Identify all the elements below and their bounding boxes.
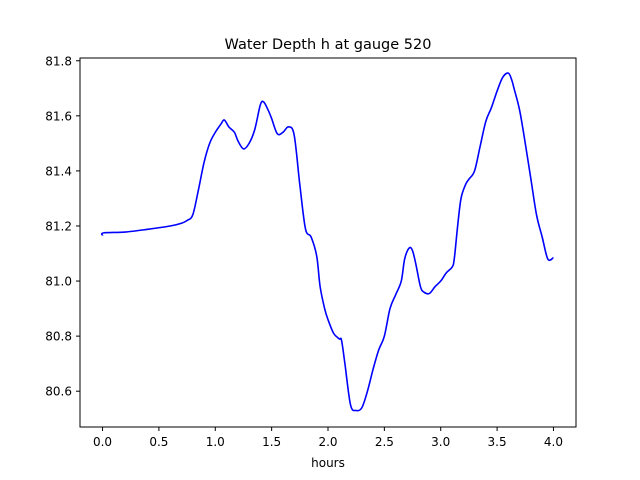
x-tick-label: 3.0 bbox=[431, 435, 450, 449]
x-tick-label: 1.5 bbox=[262, 435, 281, 449]
x-axis-label: hours bbox=[311, 456, 345, 470]
series-line-0 bbox=[100, 72, 554, 412]
y-tick-label: 80.6 bbox=[45, 385, 72, 399]
x-tick-label: 1.0 bbox=[206, 435, 225, 449]
x-tick-label: 2.5 bbox=[375, 435, 394, 449]
y-tick-label: 81.8 bbox=[45, 54, 72, 68]
chart-title: Water Depth h at gauge 520 bbox=[225, 37, 432, 53]
axes-frame bbox=[79, 57, 577, 428]
x-tick-label: 4.0 bbox=[544, 435, 563, 449]
y-tick-label: 81.4 bbox=[45, 164, 72, 178]
y-tick-label: 81.2 bbox=[45, 219, 72, 233]
y-tick-label: 81.6 bbox=[45, 109, 72, 123]
y-axis: 80.6 80.8 81.0 81.2 81.4 81.6 81.8 bbox=[45, 54, 80, 399]
x-tick-label: 0.0 bbox=[93, 435, 112, 449]
y-tick-label: 80.8 bbox=[45, 330, 72, 344]
x-tick-label: 2.0 bbox=[318, 435, 337, 449]
x-tick-label: 3.5 bbox=[488, 435, 507, 449]
y-tick-label: 81.0 bbox=[45, 275, 72, 289]
plot-area bbox=[100, 72, 554, 412]
x-tick-label: 0.5 bbox=[149, 435, 168, 449]
x-axis: 0.0 0.5 1.0 1.5 2.0 2.5 3.0 3.5 4.0 bbox=[93, 427, 563, 449]
